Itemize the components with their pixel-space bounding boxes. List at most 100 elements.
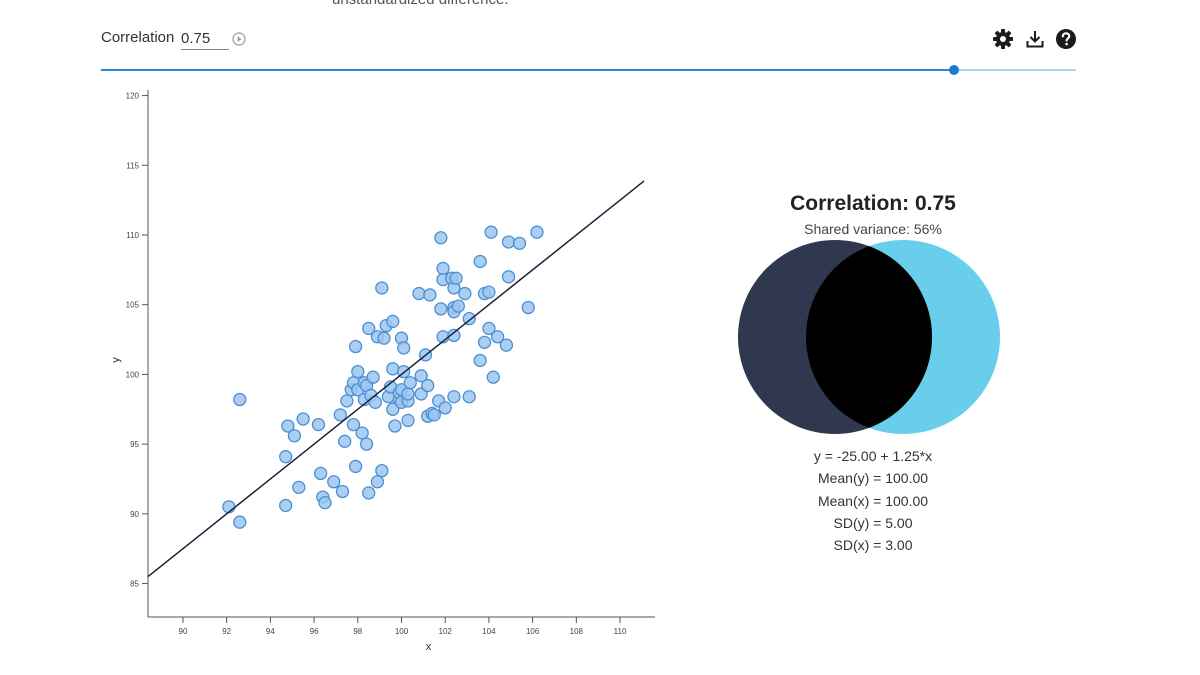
data-point (412, 286, 426, 301)
data-point (296, 412, 310, 426)
data-point (375, 281, 389, 295)
slider-thumb[interactable] (949, 65, 960, 75)
data-point (370, 475, 385, 489)
data-point (386, 402, 400, 416)
x-axis-label: x (426, 641, 432, 653)
data-point (401, 413, 415, 428)
data-point (434, 231, 448, 245)
correlation-input[interactable] (181, 27, 229, 50)
x-tick-label: 102 (439, 627, 453, 636)
data-point (311, 417, 326, 432)
data-point (482, 285, 496, 299)
data-point (348, 459, 363, 474)
correlation-slider[interactable] (101, 65, 1076, 75)
data-point (279, 450, 293, 464)
data-point (318, 496, 332, 510)
x-tick-label: 100 (395, 627, 409, 636)
play-circle-icon[interactable] (232, 32, 246, 46)
data-point (462, 311, 476, 326)
y-tick-label: 100 (126, 370, 140, 379)
data-point (233, 392, 247, 407)
gear-icon[interactable] (992, 28, 1014, 50)
y-axis-label: y (110, 357, 122, 363)
data-point (222, 500, 236, 514)
data-point (333, 408, 347, 422)
venn-title: Correlation: 0.75 (790, 192, 956, 215)
data-point (501, 270, 516, 284)
clipped-description-text: unstandardized difference. (332, 0, 509, 8)
data-point (386, 314, 400, 329)
data-point (375, 463, 389, 478)
data-point (423, 288, 437, 302)
data-point (521, 300, 535, 315)
y-tick-label: 85 (130, 580, 139, 589)
data-point (449, 271, 463, 285)
regression-line (147, 180, 645, 578)
y-tick-label: 90 (130, 510, 139, 519)
help-icon[interactable] (1055, 28, 1077, 50)
data-point (348, 339, 363, 354)
data-point (501, 235, 516, 249)
x-tick-label: 90 (179, 627, 188, 636)
data-point (313, 466, 328, 481)
stats-panel: y = -25.00 + 1.25*x Mean(y) = 100.00 Mea… (700, 445, 1046, 556)
data-point (499, 338, 514, 352)
regression-equation: y = -25.00 + 1.25*x (813, 448, 933, 464)
data-point (473, 254, 487, 269)
data-point (292, 480, 306, 494)
data-point (362, 486, 376, 500)
data-point (351, 364, 365, 379)
data-point (482, 321, 496, 336)
venn-diagram (738, 240, 1000, 434)
data-point (279, 498, 293, 513)
x-tick-label: 106 (526, 627, 540, 636)
data-point (447, 328, 461, 343)
x-tick-label: 104 (482, 627, 496, 636)
data-point (447, 390, 461, 404)
data-point (359, 437, 374, 451)
data-point (486, 370, 500, 384)
y-tick-label: 95 (130, 440, 139, 449)
data-point (401, 387, 415, 401)
data-point (397, 341, 411, 355)
data-point (287, 429, 302, 443)
data-point (340, 394, 354, 408)
mean-y: Mean(y) = 100.00 (817, 470, 929, 487)
data-point (458, 286, 472, 301)
data-point (473, 353, 487, 368)
data-point (403, 376, 417, 390)
venn-subtitle: Shared variance: 56% (804, 221, 942, 237)
data-point (530, 225, 544, 239)
data-point (438, 401, 452, 415)
data-point (368, 395, 382, 409)
x-tick-label: 96 (310, 627, 319, 636)
data-point (491, 330, 505, 344)
y-tick-label: 105 (126, 301, 140, 310)
data-point (434, 302, 448, 316)
data-point (414, 369, 428, 383)
data-point (233, 515, 247, 529)
mean-x: Mean(x) = 100.00 (817, 492, 929, 509)
scatter-plot: 85 90 95 100 105 110 115 120 90 92 94 96 98 100 102 104… (110, 90, 655, 653)
data-point (388, 419, 402, 433)
data-point (436, 261, 450, 276)
download-icon[interactable] (1024, 28, 1046, 50)
slider-fill (101, 69, 955, 71)
venn-overlap (806, 240, 932, 434)
data-point (427, 408, 441, 422)
sd-x: SD(x) = 3.00 (833, 537, 913, 554)
data-point (335, 484, 350, 499)
x-tick-label: 110 (614, 627, 627, 636)
y-tick-label: 115 (126, 161, 139, 170)
x-tick-label: 108 (570, 627, 584, 636)
x-tick-label: 92 (222, 627, 231, 636)
data-point (338, 434, 352, 448)
data-point (477, 335, 492, 349)
data-point (451, 299, 465, 313)
data-point (327, 475, 341, 489)
data-point (484, 225, 498, 239)
data-point (462, 390, 476, 404)
data-point (355, 426, 369, 440)
y-tick-label: 110 (126, 231, 139, 240)
data-point (386, 362, 400, 376)
